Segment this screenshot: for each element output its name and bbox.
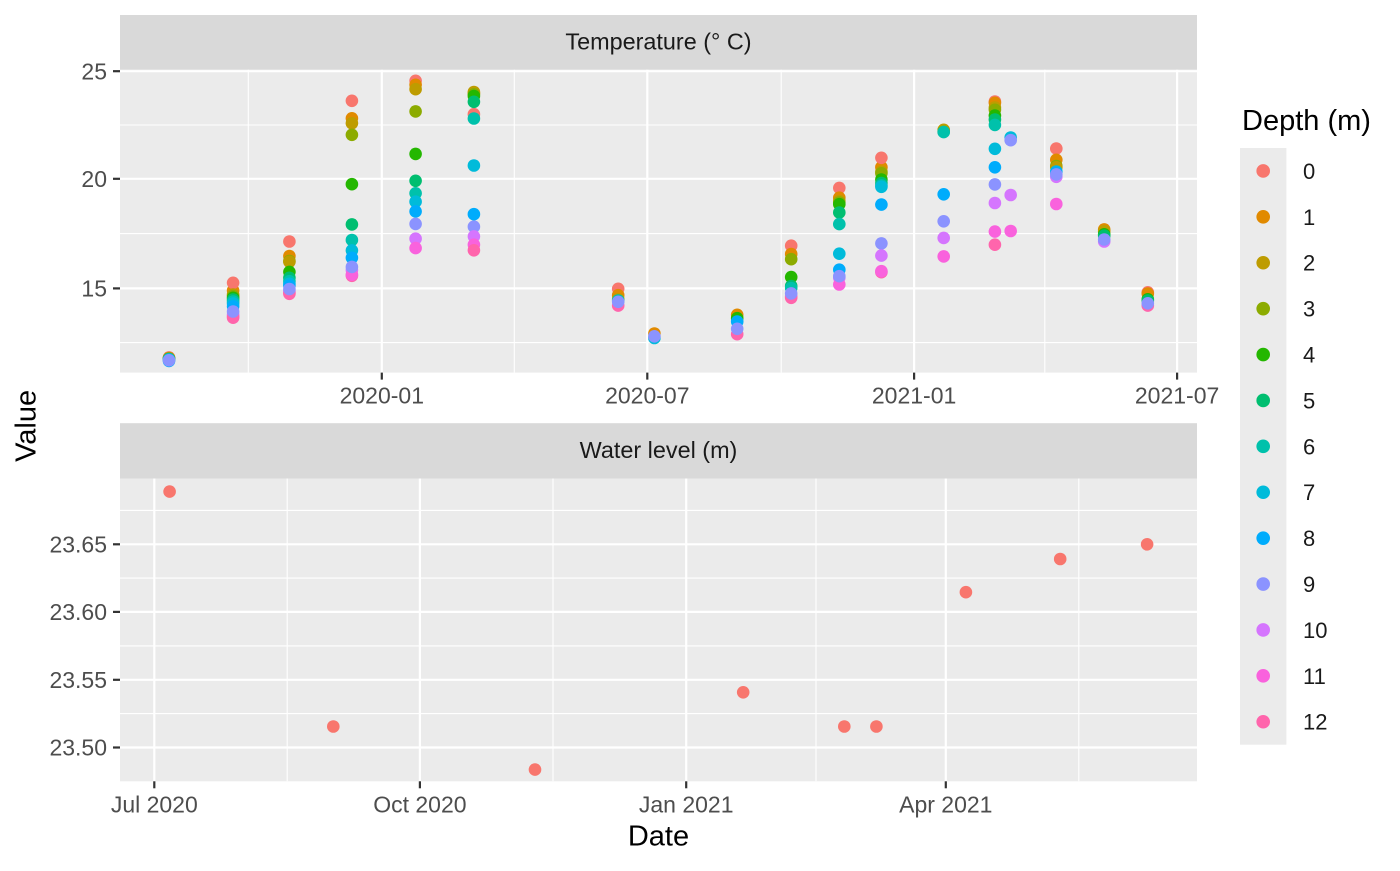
svg-text:1: 1	[1303, 205, 1315, 230]
svg-text:Date: Date	[628, 820, 689, 852]
svg-text:Temperature (° C): Temperature (° C)	[565, 28, 751, 54]
svg-text:3: 3	[1303, 297, 1315, 322]
svg-text:Jul 2020: Jul 2020	[111, 791, 198, 817]
svg-text:6: 6	[1303, 434, 1315, 459]
svg-text:10: 10	[1303, 618, 1327, 643]
svg-text:2: 2	[1303, 251, 1315, 276]
svg-text:11: 11	[1303, 664, 1326, 689]
svg-text:2021-07: 2021-07	[1135, 383, 1219, 409]
svg-text:5: 5	[1303, 388, 1315, 413]
svg-text:20: 20	[81, 166, 107, 192]
svg-text:Water level (m): Water level (m)	[580, 437, 738, 463]
svg-text:2020-07: 2020-07	[605, 383, 689, 409]
svg-text:0: 0	[1303, 159, 1315, 184]
svg-text:15: 15	[81, 276, 107, 302]
svg-text:7: 7	[1303, 480, 1315, 505]
svg-text:Apr 2021: Apr 2021	[899, 791, 992, 817]
svg-text:2021-01: 2021-01	[872, 383, 956, 409]
svg-text:Oct 2020: Oct 2020	[373, 791, 466, 817]
svg-text:Depth (m): Depth (m)	[1242, 105, 1371, 137]
svg-text:Jan 2021: Jan 2021	[639, 791, 734, 817]
svg-text:25: 25	[81, 58, 107, 84]
svg-text:23.55: 23.55	[49, 667, 107, 693]
svg-text:Value: Value	[11, 390, 43, 462]
svg-text:8: 8	[1303, 526, 1315, 551]
svg-text:2020-01: 2020-01	[340, 383, 424, 409]
svg-text:9: 9	[1303, 572, 1315, 597]
svg-text:23.65: 23.65	[49, 532, 107, 558]
svg-text:4: 4	[1303, 342, 1315, 367]
svg-text:12: 12	[1303, 710, 1327, 735]
svg-text:23.60: 23.60	[49, 599, 107, 625]
svg-text:23.50: 23.50	[49, 735, 107, 761]
